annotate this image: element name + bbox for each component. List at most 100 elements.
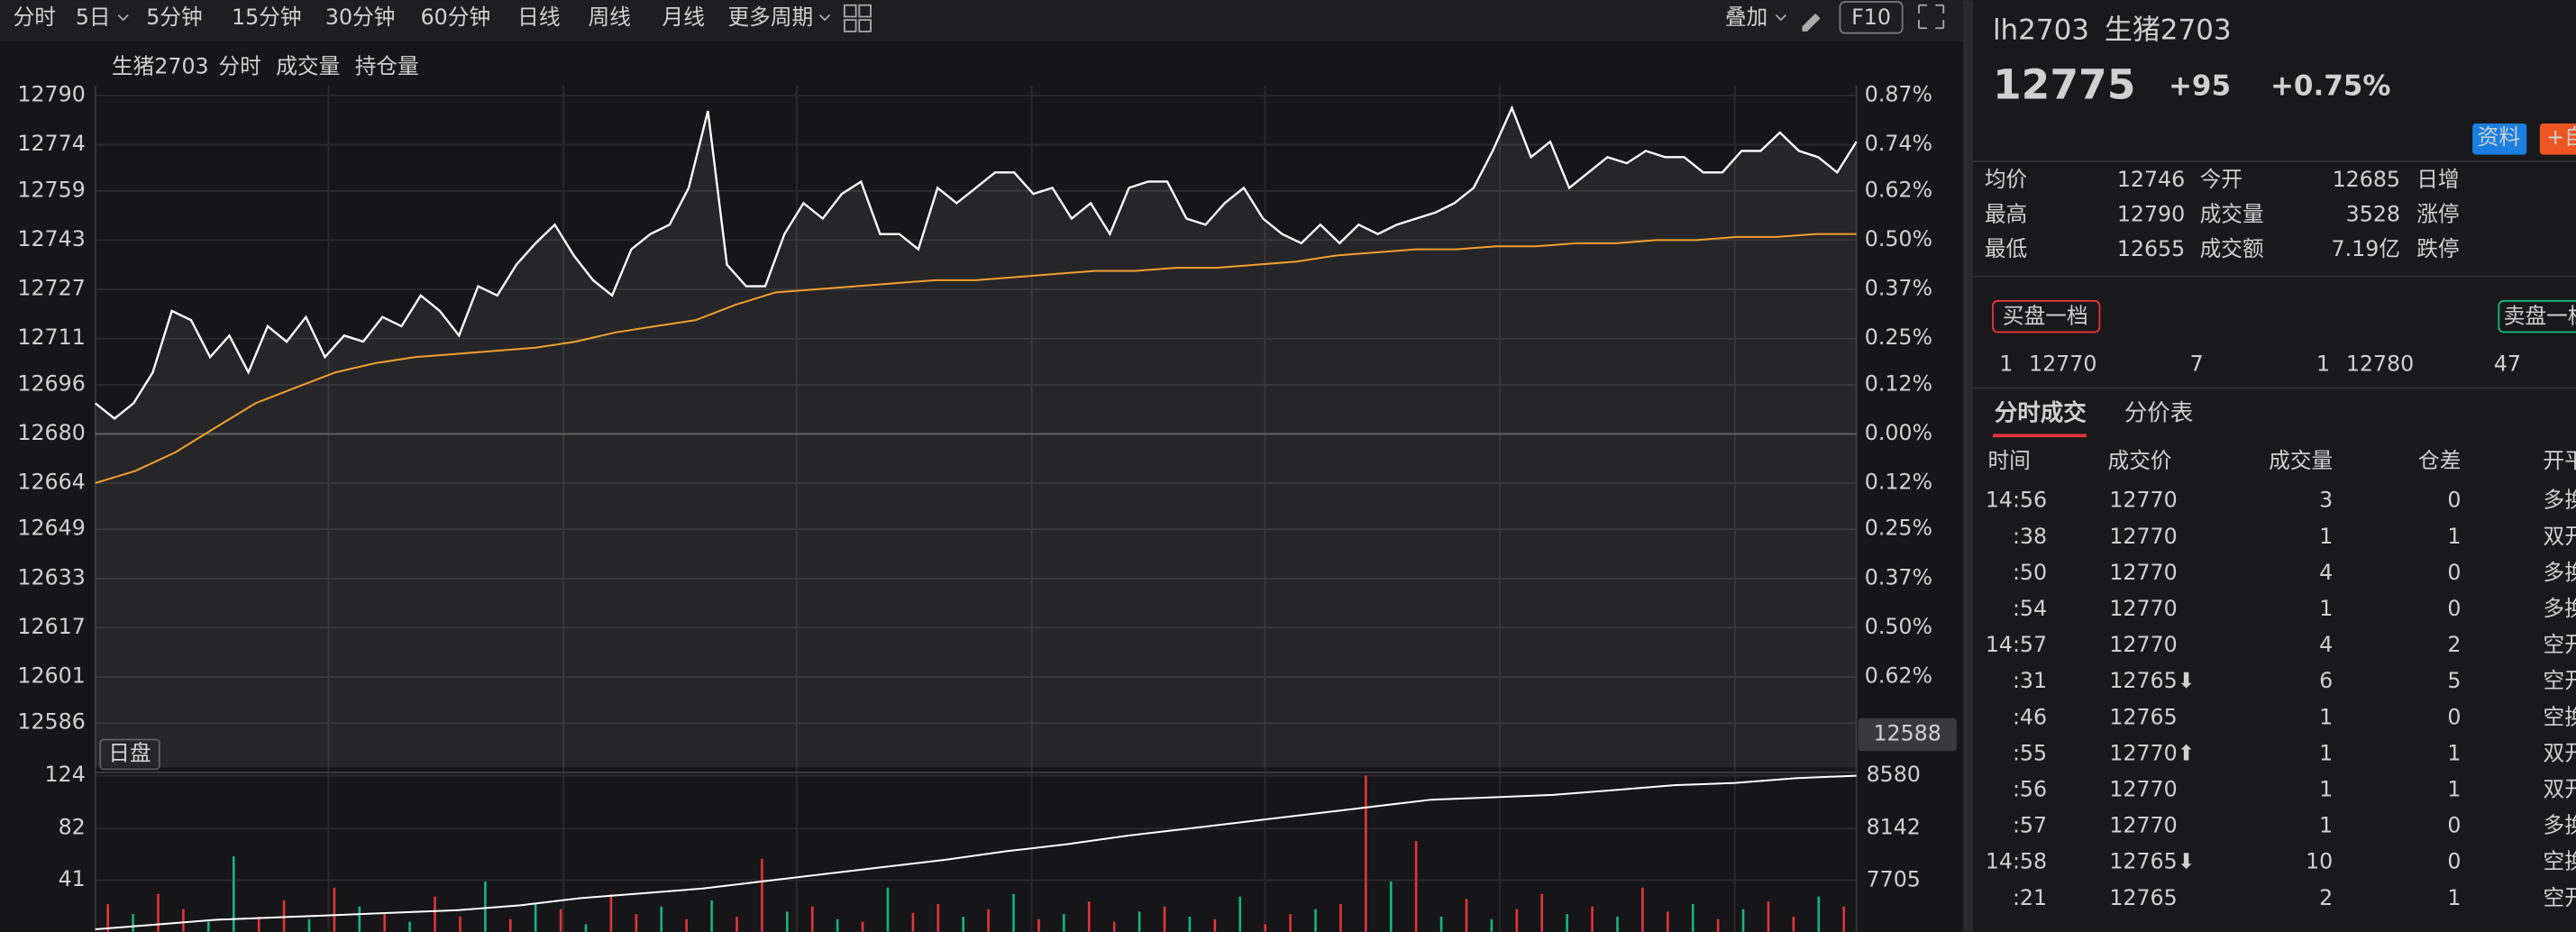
bid-box [1992, 299, 2101, 334]
price-tick-label: 12664 [17, 470, 85, 495]
period-tab[interactable]: 15分钟 [232, 5, 302, 30]
trade-cell: 12770⬆ [2109, 740, 2195, 765]
period-tab[interactable]: 5分钟 [146, 5, 202, 30]
table-header: 成交价 [2108, 448, 2172, 473]
stat-label: 跌停 [2416, 236, 2459, 261]
price-tick-label: 12649 [17, 516, 85, 541]
ask-cell: 1 [2316, 351, 2330, 376]
volume-bar [1365, 775, 1367, 932]
volume-bar [383, 912, 386, 932]
volume-bar [1389, 881, 1393, 932]
period-tab[interactable]: 分时 [14, 5, 56, 30]
stat-label: 均价 [1985, 167, 2027, 192]
trade-cell: :54 [2013, 596, 2047, 621]
volume-bar [584, 924, 588, 932]
price-tick-label: 12633 [17, 564, 85, 589]
toolbar [0, 0, 1964, 41]
trade-cell: 多换 [2544, 813, 2576, 838]
volume-bar [936, 904, 940, 932]
vol-tick-label: 41 [59, 866, 86, 891]
volume-bar [1792, 916, 1795, 932]
avg-line [95, 233, 1857, 484]
trade-cell: 1 [2319, 596, 2333, 621]
tab[interactable]: 分价表 [2124, 400, 2194, 427]
trade-cell: 1 [2319, 813, 2333, 838]
trade-cell: :21 [2013, 885, 2047, 910]
volume-bar [1490, 918, 1494, 932]
scrollbar [1963, 0, 1974, 932]
layout-icon[interactable] [843, 4, 872, 32]
trade-cell: 0 [2447, 488, 2461, 513]
table-header: 仓差 [2418, 448, 2461, 473]
period-tab[interactable]: 周线 [589, 5, 631, 30]
trade-cell: 2 [2447, 632, 2461, 657]
volume-bar [1112, 921, 1116, 932]
period-tab[interactable]: 60分钟 [421, 5, 491, 30]
f10-button[interactable] [1839, 1, 1904, 34]
volume-bar [132, 914, 134, 932]
vol-tick-label: 82 [59, 815, 86, 840]
trade-cell: :56 [2013, 776, 2047, 801]
pct-tick-label: 0.12% [1865, 370, 1932, 396]
expand-icon[interactable] [1918, 4, 1945, 30]
cursor-box [1858, 717, 1957, 752]
bid-cell: 1 [1999, 351, 2013, 376]
trade-cell: 多换 [2544, 596, 2576, 621]
trade-cell: 0 [2447, 704, 2461, 729]
volume-bar [1566, 914, 1568, 932]
period-tab[interactable]: 月线 [662, 5, 705, 30]
fav-button[interactable]: +自 [2546, 124, 2576, 150]
trade-cell: 10 [2306, 849, 2333, 874]
volume-bar [836, 918, 839, 932]
trade-cell: 0 [2447, 560, 2461, 585]
trade-cell: 14:57 [1986, 632, 2047, 657]
volume-bar [1012, 893, 1015, 932]
price-tick-label: 12680 [17, 420, 85, 445]
trade-cell: 双开 [2544, 776, 2576, 801]
info-button[interactable]: 资料 [2478, 124, 2520, 150]
overlay-button[interactable]: 叠加 [1725, 5, 1768, 30]
oi-tick-label: 7705 [1867, 867, 1921, 892]
pct-tick-label: 0.25% [1865, 516, 1932, 541]
tab-underline [1992, 434, 2087, 438]
pen-icon[interactable] [1802, 13, 1821, 32]
volume-bar [1238, 896, 1242, 932]
pct-tick-label: 0.00% [1865, 420, 1932, 445]
bid-title: 买盘一档 [2003, 304, 2088, 329]
price-tick-label: 12774 [17, 131, 85, 156]
trade-cell: 12770 [2109, 488, 2177, 513]
trade-cell: 多换 [2544, 560, 2576, 585]
vol-tick-label: 124 [45, 762, 86, 787]
stat-value: 12655 [2117, 236, 2185, 261]
stat-label: 今开 [2200, 167, 2243, 192]
period-tab[interactable]: 30分钟 [325, 5, 396, 30]
stat-label: 涨停 [2416, 202, 2459, 227]
volume-bar [1289, 914, 1292, 932]
trade-cell: 1 [2319, 524, 2333, 549]
period-tab[interactable]: 日线 [517, 5, 560, 30]
period-tab[interactable]: 更多周期 [727, 5, 813, 30]
trade-cell: 12770 [2109, 632, 2177, 657]
trade-cell: 4 [2319, 560, 2333, 585]
trade-cell: 12770 [2109, 596, 2177, 621]
oi-tick-label: 8142 [1867, 814, 1921, 839]
oi-line [95, 774, 1857, 931]
stat-value: 12685 [2333, 167, 2400, 192]
stat-label: 最低 [1985, 236, 2027, 261]
volume-bar [307, 918, 311, 932]
fav-button-bg[interactable] [2539, 123, 2576, 155]
tab[interactable]: 分时成交 [1995, 400, 2087, 427]
change: +95 [2169, 69, 2231, 102]
trade-cell: :31 [2013, 668, 2047, 693]
pct-tick-label: 0.74% [1865, 131, 1932, 156]
info-button-bg[interactable] [2472, 123, 2527, 155]
stat-value: 7.19亿 [2332, 236, 2400, 261]
period-tab[interactable]: 5日 [76, 5, 111, 30]
bid-cell: 12770 [2029, 351, 2096, 376]
stat-value: 12746 [2117, 167, 2185, 192]
f10-label[interactable]: F10 [1851, 5, 1891, 30]
volume-bar [232, 855, 235, 932]
trade-cell: 2 [2319, 885, 2333, 910]
pct-tick-label: 0.37% [1865, 276, 1932, 301]
